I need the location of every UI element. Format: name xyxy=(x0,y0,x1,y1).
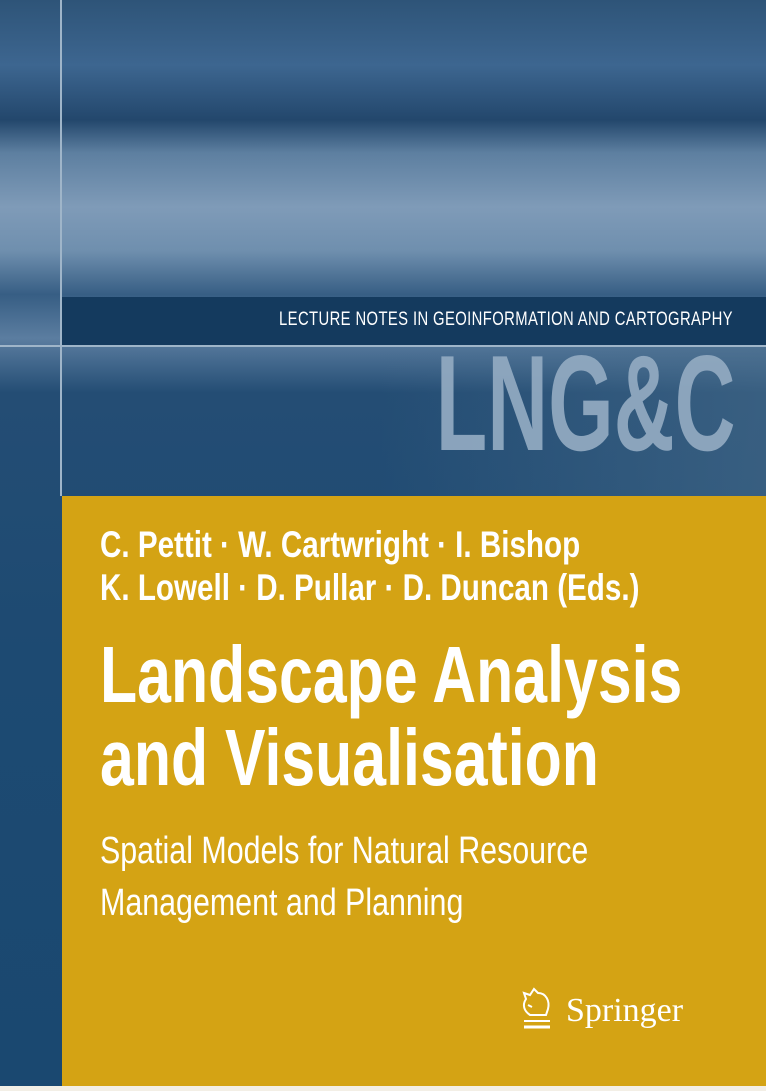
title-line-1: Landscape Analysis xyxy=(100,630,683,719)
horizontal-rule xyxy=(0,345,766,347)
knight-horse-icon xyxy=(516,985,556,1036)
series-logo: LNG&C xyxy=(436,327,736,479)
title-panel xyxy=(62,496,766,1086)
publisher-logo: Springer xyxy=(516,985,683,1036)
publisher-name: Springer xyxy=(566,991,684,1029)
authors-line-2: K. Lowell · D. Pullar · D. Duncan (Eds.) xyxy=(100,567,640,608)
photo-shade xyxy=(380,345,766,496)
subtitle-line-1: Spatial Models for Natural Resource xyxy=(100,830,589,872)
subtitle-line-2: Management and Planning xyxy=(100,882,464,924)
title-line-2: and Visualisation xyxy=(100,713,599,802)
authors-line-1: C. Pettit · W. Cartwright · I. Bishop xyxy=(100,524,581,565)
series-name: LECTURE NOTES IN GEOINFORMATION AND CART… xyxy=(279,309,733,330)
bottom-edge xyxy=(0,1086,766,1091)
series-band xyxy=(62,297,766,345)
vertical-rule xyxy=(60,0,62,496)
